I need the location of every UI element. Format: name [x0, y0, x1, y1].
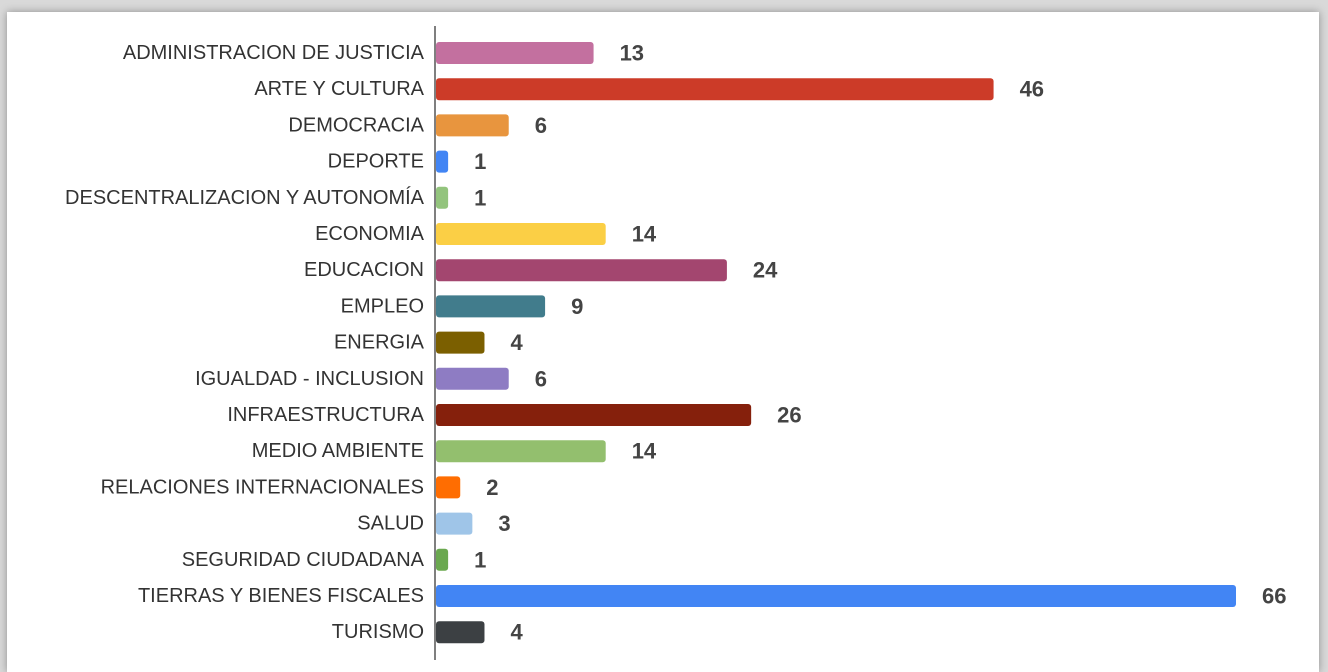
bar	[436, 150, 449, 173]
bar	[436, 476, 461, 499]
category-labels: ADMINISTRACION DE JUSTICIA ARTE Y CULTURA…	[65, 42, 425, 643]
value-label: 14	[632, 439, 657, 464]
bar	[436, 440, 606, 463]
category-label: DEPORTE	[328, 151, 424, 173]
value-label: 9	[571, 294, 583, 319]
bar	[436, 331, 485, 354]
category-label: IGUALDAD - INCLUSION	[195, 368, 424, 390]
category-label: DESCENTRALIZACION Y AUTONOMÍA	[65, 186, 425, 209]
bar-chart: ADMINISTRACION DE JUSTICIA ARTE Y CULTURA…	[65, 26, 1286, 660]
bar	[436, 114, 509, 137]
value-label: 6	[535, 113, 547, 138]
bar	[436, 621, 485, 644]
category-label: EMPLEO	[341, 295, 424, 317]
category-label: EDUCACION	[304, 259, 424, 281]
bar	[436, 367, 509, 390]
value-label: 2	[486, 475, 498, 500]
category-label: MEDIO AMBIENTE	[252, 440, 424, 462]
value-label: 1	[474, 149, 486, 174]
category-label: TIERRAS Y BIENES FISCALES	[138, 585, 424, 607]
category-label: SALUD	[357, 513, 424, 535]
value-label: 4	[510, 330, 523, 355]
bar	[436, 42, 594, 64]
value-label: 46	[1020, 77, 1044, 102]
bar	[436, 295, 546, 318]
value-label: 14	[632, 222, 657, 247]
bar	[436, 548, 449, 571]
bar	[436, 78, 994, 101]
value-label: 1	[474, 547, 486, 572]
bar	[436, 585, 1236, 607]
value-label: 13	[620, 41, 644, 66]
bar	[436, 404, 752, 426]
bar	[436, 259, 727, 282]
value-label: 24	[753, 258, 778, 283]
value-label: 4	[510, 620, 523, 645]
category-label: INFRAESTRUCTURA	[227, 404, 424, 426]
value-label: 66	[1262, 584, 1286, 609]
category-label: ENERGIA	[334, 332, 425, 354]
category-label: RELACIONES INTERNACIONALES	[101, 476, 424, 498]
category-label: SEGURIDAD CIUDADANA	[182, 549, 425, 571]
value-label: 3	[498, 511, 510, 536]
category-label: TURISMO	[332, 621, 424, 643]
bar	[436, 186, 449, 209]
chart-card: ADMINISTRACION DE JUSTICIA ARTE Y CULTURA…	[7, 12, 1319, 672]
category-label: ECONOMIA	[315, 223, 425, 245]
category-label: DEMOCRACIA	[288, 114, 424, 136]
category-label: ADMINISTRACION DE JUSTICIA	[123, 42, 425, 64]
bar	[436, 223, 606, 245]
value-label: 26	[777, 403, 801, 428]
category-label: ARTE Y CULTURA	[254, 78, 424, 100]
value-label: 6	[535, 366, 547, 391]
bars-layer	[436, 42, 1236, 644]
bar	[436, 512, 473, 535]
value-label: 1	[474, 185, 486, 210]
